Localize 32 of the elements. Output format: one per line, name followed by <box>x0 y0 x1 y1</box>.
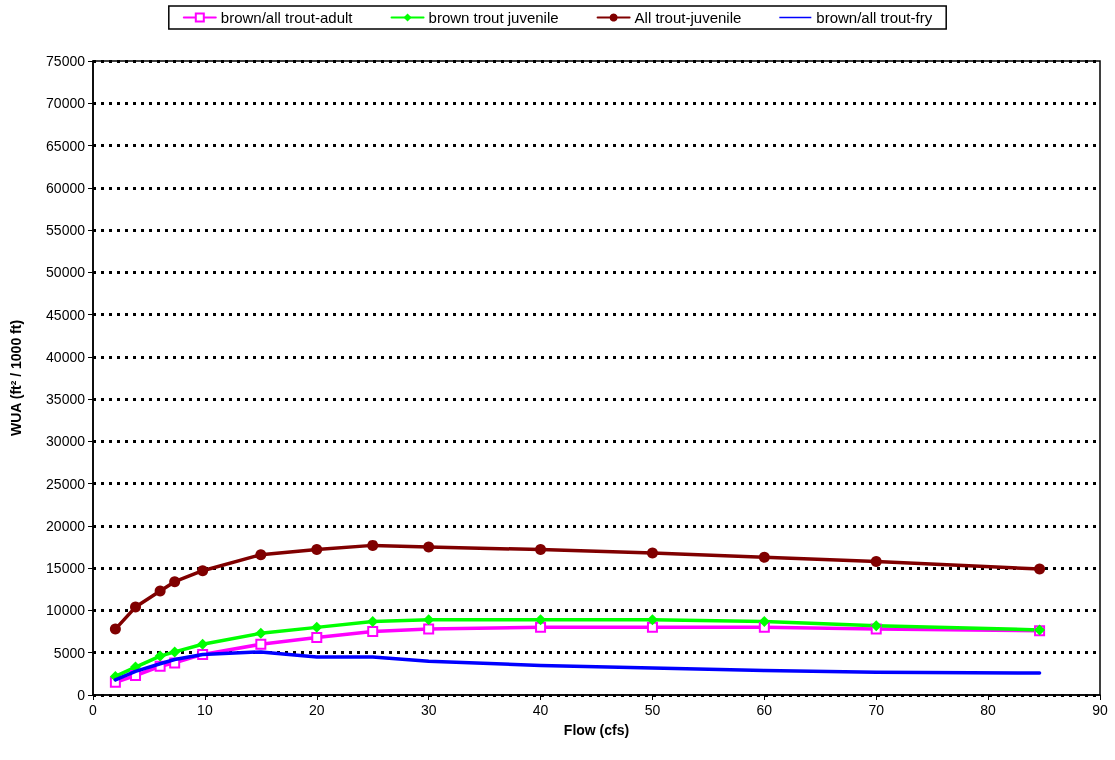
y-tick-label: 5000 <box>53 644 86 661</box>
x-tick-label: 20 <box>308 702 325 718</box>
x-tick-label: 60 <box>756 702 773 718</box>
y-tick-label: 35000 <box>46 391 86 408</box>
x-tick-label: 0 <box>89 702 98 718</box>
x-axis-title: Flow (cfs) <box>563 722 630 738</box>
y-tick-label: 0 <box>77 687 86 703</box>
y-tick-label: 50000 <box>46 264 86 281</box>
legend-label: brown/all trout-fry <box>816 9 933 26</box>
y-tick-label: 40000 <box>46 348 86 365</box>
y-tick-label: 25000 <box>46 475 86 492</box>
y-tick-label: 55000 <box>46 222 86 239</box>
y-tick-label: 45000 <box>46 306 86 323</box>
y-tick-label: 65000 <box>46 137 86 154</box>
y-tick-label: 70000 <box>46 95 86 112</box>
y-tick-label: 10000 <box>46 602 86 619</box>
legend-label: brown trout juvenile <box>428 9 559 26</box>
x-tick-label: 90 <box>1092 702 1108 718</box>
y-tick-label: 15000 <box>46 560 86 577</box>
legend-label: brown/all trout-adult <box>220 9 354 26</box>
y-axis-title: WUA (ft² / 1000 ft) <box>8 319 24 437</box>
x-tick-label: 80 <box>980 702 997 718</box>
y-tick-label: 75000 <box>46 53 86 69</box>
legend-label: All trout-juvenile <box>634 9 742 26</box>
x-tick-label: 70 <box>868 702 885 718</box>
x-tick-label: 10 <box>197 702 213 718</box>
y-tick-label: 60000 <box>46 179 86 196</box>
x-tick-label: 50 <box>644 702 661 718</box>
y-tick-label: 30000 <box>46 433 86 450</box>
y-tick-label: 20000 <box>46 517 86 534</box>
x-tick-label: 40 <box>532 702 549 718</box>
x-tick-label: 30 <box>420 702 437 718</box>
